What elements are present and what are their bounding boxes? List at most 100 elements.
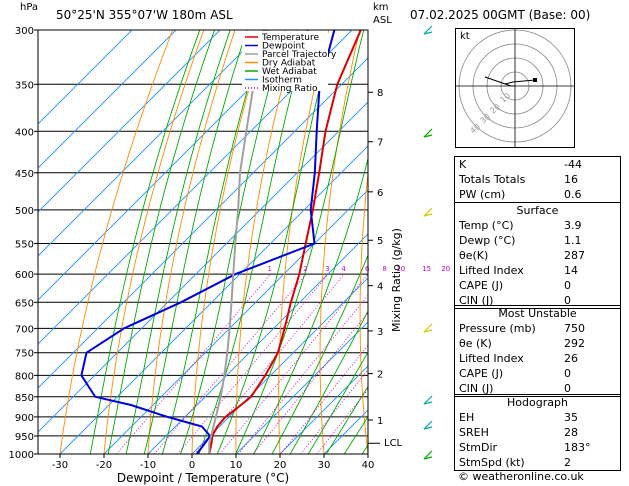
stat-row: CIN (J) 0 [455,381,620,396]
pressure-tick-label: 800 [15,371,34,382]
legend-entry: Dewpoint [262,42,305,52]
stat-value: -44 [564,158,582,171]
x-axis-label: Dewpoint / Temperature (°C) [117,471,289,485]
plot-frame [37,29,369,455]
pressure-tick-label: 600 [15,270,34,281]
stat-row: SREH 28 [455,425,620,440]
stat-value: 1.1 [564,234,582,247]
mixing-ratio-label: 10 [396,265,405,273]
temperature-tick-label: 10 [230,460,243,471]
stat-label: Lifted Index [459,264,524,277]
stat-value: 35 [564,411,578,424]
temperature-tick-label: 20 [274,460,287,471]
stat-value: 3.9 [564,219,582,232]
stats-table: K -44 Totals Totals 16 PW (cm) 0.6 [454,156,621,203]
wind-barb [423,134,433,138]
datetime-title: 07.02.2025 00GMT (Base: 00) [410,8,591,22]
isotherm-line [38,30,309,301]
isotherm-line [38,30,177,169]
stat-row: Lifted Index 14 [455,263,620,278]
mixing-ratio-line [237,294,368,454]
dry-adiabat-line [59,30,174,454]
isotherm-line [38,57,368,389]
isotherm-line [147,233,368,454]
surface-table: Surface Temp (°C) 3.9 Dewp (°C) 1.1 θe(K) 287… [454,202,621,309]
km-tick-label: 6 [377,188,383,199]
isotherm-line [103,189,368,454]
stat-label: CAPE (J) [459,367,504,380]
wind-barb [423,323,433,333]
wind-barb [423,213,433,217]
stat-label: EH [459,411,475,424]
km-label: km [373,2,389,13]
stat-row: Temp (°C) 3.9 [455,218,620,233]
wet-adiabat-line [216,30,335,454]
mixing-ratio-label: 2 [303,265,307,273]
stat-value: 28 [564,426,578,439]
wet-adiabat-line [125,30,231,454]
wet-adiabat-line [235,30,365,454]
surface-title: Surface [516,204,559,217]
pressure-tick-label: 900 [15,413,34,424]
dry-adiabat-line [235,30,298,454]
wind-barb [423,450,433,460]
legend-entry: Mixing Ratio [262,84,318,94]
stat-value: 26 [564,352,578,365]
temperature-tick-label: -10 [140,460,156,471]
temperature-tick-label: 0 [189,460,195,471]
stat-value: 0 [564,294,571,307]
dewpoint-line [80,30,336,454]
wet-adiabat-line [289,310,368,454]
stat-value: 2 [564,456,571,469]
pressure-tick-label: 1000 [9,450,34,461]
dry-adiabat-line [359,169,368,454]
stat-value: 0 [564,279,571,292]
stat-label: θe (K) [459,337,492,350]
parcel-trajectory-line [208,30,270,454]
stat-row: CAPE (J) 0 [455,278,620,293]
most-unstable-table: Most Unstable Pressure (mb) 750 θe (K) 292 L… [454,305,621,397]
pressure-tick-label: 950 [15,432,34,443]
location-title: 50°25'N 355°07'W 180m ASL [56,8,233,22]
stat-row: CIN (J) 0 [455,293,620,308]
wet-adiabat-line [307,351,368,454]
wind-barb [423,420,433,430]
stat-row: Totals Totals 16 [455,172,620,187]
isotherm-line [279,365,368,454]
km-tick-label: 8 [377,88,383,99]
stat-row: K -44 [455,157,620,172]
stat-row: StmSpd (kt) 2 [455,455,620,470]
km-tick-label: 1 [377,416,383,427]
mixing-ratio-line [116,273,271,454]
stat-label: Totals Totals [459,173,526,186]
isotherm-line [38,30,133,125]
mixing-ratio-label: 20 [441,265,450,273]
legend-entry: Wet Adiabat [262,67,317,77]
stat-row: Dewp (°C) 1.1 [455,233,620,248]
isotherm-line [38,30,221,213]
stat-label: Pressure (mb) [459,322,536,335]
mixing-ratio-label: 8 [382,265,386,273]
km-tick-label: 4 [377,282,383,293]
pressure-tick-label: 500 [15,206,34,217]
stat-label: CIN (J) [459,382,494,395]
wind-barb [423,207,433,217]
stat-label: Dewp (°C) [459,234,516,247]
pressure-tick-label: 300 [15,26,34,37]
wet-adiabat-line [89,30,201,454]
stat-label: StmDir [459,441,498,454]
pressure-tick-label: 450 [15,169,34,180]
pressure-tick-label: 350 [15,80,34,91]
wet-adiabat-line [143,30,248,454]
legend-entry: Temperature [261,33,319,43]
wind-barb [423,25,433,35]
isotherm-line [235,321,368,454]
stat-label: SREH [459,426,489,439]
stat-row: PW (cm) 0.6 [455,187,620,202]
isotherm-line [191,277,368,454]
legend-background [242,31,328,91]
temperature-line [208,30,362,454]
wet-adiabat-line [325,385,368,454]
hodograph-plot: kt 10 20 30 40 [455,28,575,148]
mixing-ratio-line [280,344,368,454]
